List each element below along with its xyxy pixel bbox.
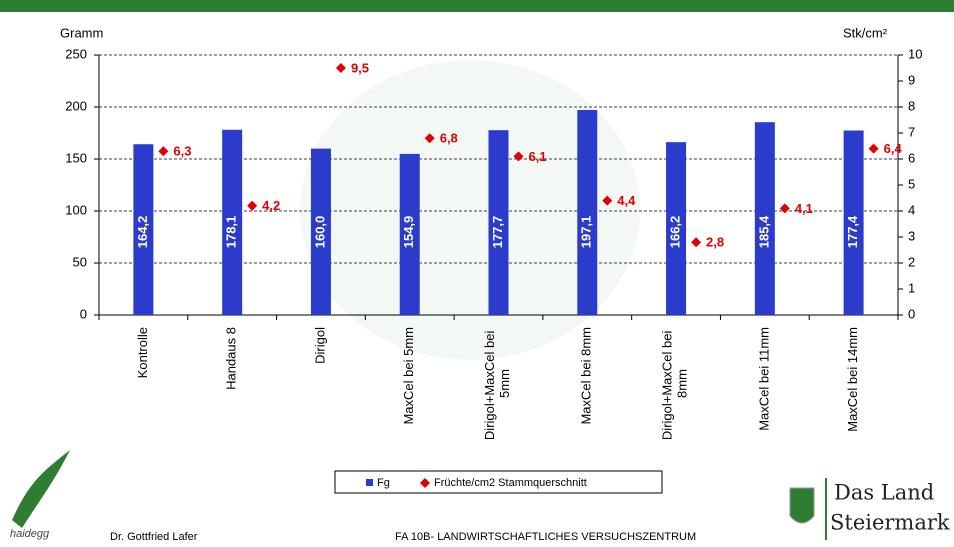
- marker-value-label: 6,8: [440, 131, 458, 146]
- bar: [488, 130, 509, 315]
- bar-value-label: 185,4: [756, 215, 771, 248]
- marker: [691, 237, 702, 248]
- y2-tick-label: 3: [908, 228, 915, 243]
- x-tick-label: MaxCel bei 5mm: [401, 327, 416, 425]
- bar-value-label: 166,2: [667, 216, 682, 249]
- x-tick-label: MaxCel bei 11mm: [756, 327, 771, 431]
- y-axis-title: Gramm: [60, 25, 103, 40]
- bar-value-label: 177,4: [845, 215, 860, 248]
- y2-tick-label: 1: [908, 280, 915, 295]
- bar-value-label: 164,2: [135, 216, 150, 249]
- y-tick-label: 200: [65, 98, 87, 113]
- marker: [779, 203, 790, 214]
- bar-value-label: 197,1: [579, 216, 594, 249]
- x-tick-label-line: Dirigol+MaxCel bei: [660, 327, 675, 440]
- y2-tick-label: 6: [908, 150, 915, 165]
- y2-tick-label: 2: [908, 254, 915, 269]
- x-tick-label: MaxCel bei 14mm: [845, 327, 860, 432]
- x-tick-label-line: 5mm: [497, 369, 512, 398]
- logo-text: haidegg: [10, 528, 50, 540]
- legend-swatch: [420, 478, 430, 488]
- legend-label: Früchte/cm2 Stammquerschnitt: [434, 477, 587, 489]
- y2-axis-title: Stk/cm²: [843, 25, 888, 40]
- y2-tick-label: 9: [908, 72, 915, 87]
- y2-tick-label: 8: [908, 98, 915, 113]
- bar: [577, 110, 598, 316]
- y-tick-label: 150: [65, 150, 87, 165]
- y2-tick-label: 4: [908, 202, 915, 217]
- x-tick-label: Kontrolle: [135, 327, 150, 378]
- marker: [602, 195, 613, 206]
- x-tick-label-line: 8mm: [675, 369, 690, 398]
- legend-label: Fg: [377, 477, 390, 489]
- bar: [133, 144, 154, 315]
- marker: [868, 143, 879, 154]
- marker: [424, 133, 435, 144]
- marker: [158, 146, 169, 157]
- author: Dr. Gottfried Lafer: [110, 531, 198, 543]
- x-tick-label: Dirigol+MaxCel bei 5mm: [482, 327, 512, 440]
- x-tick-label: Handaus 8: [224, 327, 239, 390]
- coat-of-arms: [789, 487, 815, 524]
- bar-value-label: 178,1: [224, 216, 239, 249]
- x-tick-label: Dirigol+MaxCel bei 8mm: [660, 327, 690, 440]
- y-tick-label: 50: [73, 254, 87, 269]
- bar: [843, 130, 864, 315]
- bar: [222, 129, 243, 315]
- background-leaf: [300, 60, 640, 360]
- bar-value-label: 177,7: [490, 216, 505, 249]
- marker-value-label: 4,4: [617, 193, 636, 208]
- legend-box: [334, 470, 663, 494]
- brand-line2: Steiermark: [830, 511, 950, 535]
- logo-mark: [12, 450, 70, 528]
- bar: [310, 148, 331, 315]
- marker-value-label: 4,1: [795, 201, 813, 216]
- marker-value-label: 9,5: [351, 60, 369, 75]
- marker: [247, 200, 258, 211]
- marker-value-label: 2,8: [706, 235, 724, 250]
- marker: [335, 63, 346, 73]
- y2-tick-label: 10: [908, 46, 922, 61]
- marker: [513, 151, 524, 162]
- top-bar: [0, 0, 954, 12]
- legend-swatch: [366, 479, 373, 486]
- y2-tick-label: 0: [908, 306, 915, 321]
- bar-value-label: 154,9: [401, 216, 416, 249]
- x-tick-label-line: Dirigol+MaxCel bei: [482, 327, 497, 440]
- bar-value-label: 160,0: [312, 216, 327, 249]
- y-tick-label: 0: [80, 306, 87, 321]
- bar: [399, 153, 420, 315]
- y-tick-label: 100: [65, 202, 87, 217]
- x-tick-label: Dirigol: [312, 327, 327, 364]
- marker-value-label: 6,3: [173, 144, 191, 159]
- marker-value-label: 4,2: [262, 198, 280, 213]
- y2-tick-label: 5: [908, 176, 915, 191]
- bar: [666, 142, 687, 315]
- y-tick-label: 250: [65, 46, 87, 61]
- x-tick-label: MaxCel bei 8mm: [579, 327, 594, 425]
- brand-line1: Das Land: [834, 481, 934, 505]
- marker-value-label: 6,4: [884, 141, 903, 156]
- institute: FA 10B- LANDWIRTSCHAFTLICHES VERSUCHSZEN…: [395, 531, 696, 543]
- y2-tick-label: 7: [908, 124, 915, 139]
- bar: [754, 122, 775, 316]
- marker-value-label: 6,1: [529, 149, 547, 164]
